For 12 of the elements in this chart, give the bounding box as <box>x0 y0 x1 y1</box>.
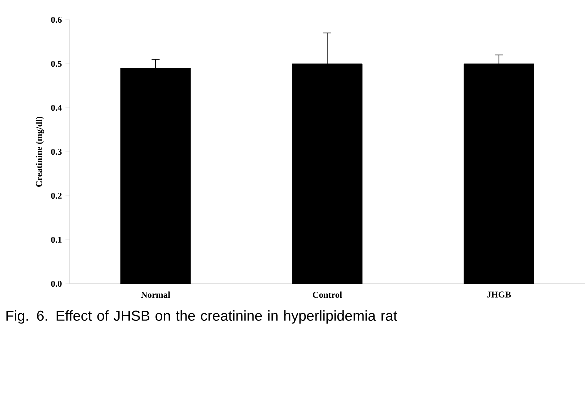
y-tick-label: 0.6 <box>51 16 62 24</box>
y-axis-title: Creatinine (mg/dl) <box>36 116 44 187</box>
y-tick-label: 0.2 <box>51 192 62 200</box>
y-tick-label: 0.0 <box>51 280 62 288</box>
y-tick-label: 0.3 <box>51 148 62 156</box>
x-tick-label: Normal <box>141 292 170 298</box>
y-tick-label: 0.1 <box>51 236 62 244</box>
caption: Fig. 6. Effect of JHSB on the creatinine in hyperlipidemia rat <box>6 310 398 324</box>
x-tick-label: JHGB <box>487 292 512 298</box>
x-tick-label: Control <box>313 292 342 298</box>
y-tick-label: 0.5 <box>51 60 62 68</box>
y-tick-label: 0.4 <box>51 104 62 112</box>
